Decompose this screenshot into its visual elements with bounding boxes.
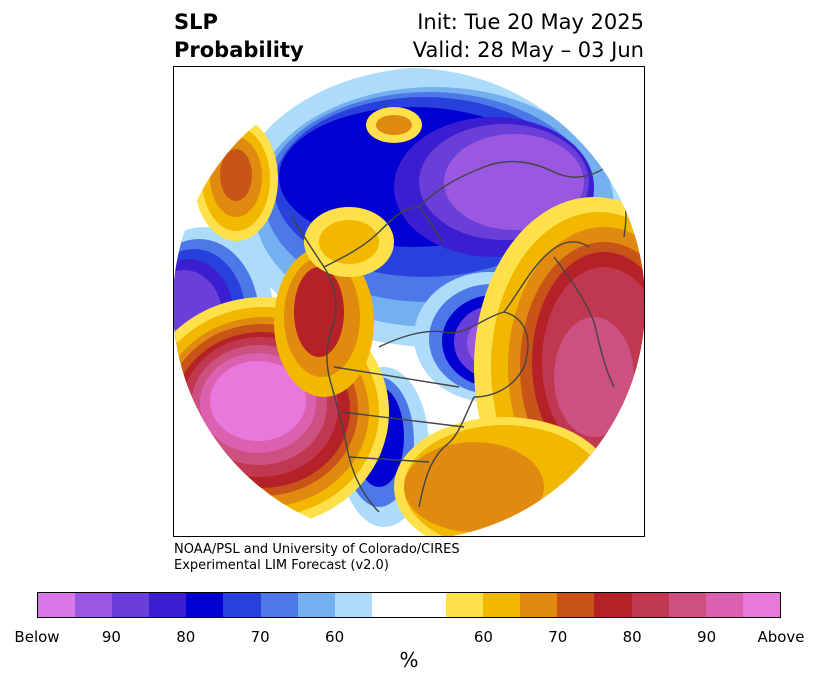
colorbar-tick-label: Below — [14, 628, 60, 646]
colorbar-segment-6 — [260, 593, 298, 617]
credit-line1: NOAA/PSL and University of Colorado/CIRE… — [174, 542, 460, 557]
colorbar-tick-label: 80 — [176, 628, 196, 646]
colorbar-segment-15 — [594, 593, 632, 617]
colorbar-segment-17 — [668, 593, 706, 617]
valid-range: Valid: 28 May – 03 Jun — [412, 38, 644, 62]
colorbar-segment-19 — [742, 593, 780, 617]
colorbar-tick-label: 60 — [325, 628, 345, 646]
colorbar-segment-5 — [223, 593, 261, 617]
title-quantity: Probability — [174, 38, 304, 62]
colorbar-tick-label: 90 — [697, 628, 717, 646]
colorbar-tick-label: 90 — [101, 628, 121, 646]
map-panel — [173, 66, 645, 537]
above-normal-bering — [194, 117, 278, 241]
colorbar-segment-4 — [186, 593, 224, 617]
colorbar-segment-7 — [297, 593, 335, 617]
colorbar-segment-1 — [75, 593, 113, 617]
colorbar-tick-label: 60 — [473, 628, 493, 646]
colorbar-tick-label: Above — [757, 628, 805, 646]
coastlines — [291, 160, 627, 513]
colorbar-unit: % — [399, 648, 419, 672]
probability-map — [174, 68, 644, 536]
colorbar-segment-14 — [557, 593, 595, 617]
credit-line2: Experimental LIM Forecast (v2.0) — [174, 558, 389, 573]
colorbar — [37, 592, 781, 618]
colorbar-segment-11 — [446, 593, 484, 617]
colorbar-tick-label: 80 — [622, 628, 642, 646]
title-left: SLP Probability — [174, 8, 304, 64]
title-variable: SLP — [174, 10, 218, 34]
colorbar-tick-label: 70 — [548, 628, 568, 646]
colorbar-segment-9 — [371, 593, 409, 617]
init-date: Init: Tue 20 May 2025 — [417, 10, 644, 34]
above-normal-west-coast — [274, 247, 374, 397]
colorbar-segment-2 — [112, 593, 150, 617]
colorbar-segment-3 — [149, 593, 187, 617]
credit: NOAA/PSL and University of Colorado/CIRE… — [174, 542, 460, 574]
above-normal-alaska — [304, 107, 422, 277]
title-right: Init: Tue 20 May 2025 Valid: 28 May – 03… — [413, 8, 644, 64]
colorbar-segment-12 — [483, 593, 521, 617]
colorbar-segment-10 — [408, 593, 447, 617]
colorbar-tick-label: 70 — [250, 628, 270, 646]
colorbar-segment-13 — [520, 593, 558, 617]
colorbar-segment-16 — [631, 593, 669, 617]
colorbar-segment-8 — [334, 593, 372, 617]
colorbar-segment-18 — [705, 593, 743, 617]
colorbar-segment-0 — [38, 593, 76, 617]
